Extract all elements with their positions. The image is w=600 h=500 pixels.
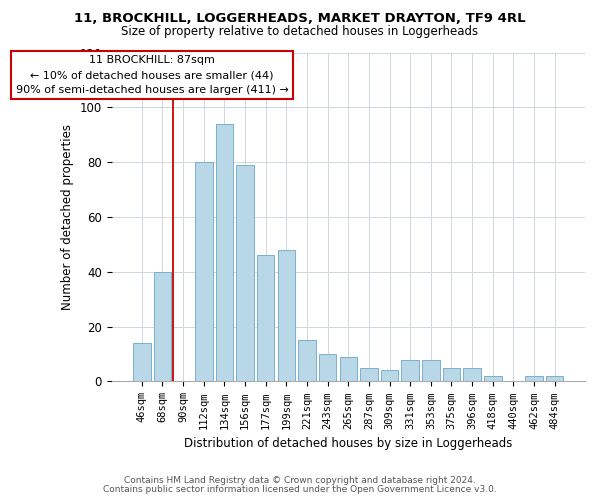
Bar <box>546 376 563 382</box>
Y-axis label: Number of detached properties: Number of detached properties <box>61 124 74 310</box>
Text: Contains public sector information licensed under the Open Government Licence v3: Contains public sector information licen… <box>103 484 497 494</box>
Text: 11 BROCKHILL: 87sqm
← 10% of detached houses are smaller (44)
90% of semi-detach: 11 BROCKHILL: 87sqm ← 10% of detached ho… <box>16 55 289 95</box>
Text: 11, BROCKHILL, LOGGERHEADS, MARKET DRAYTON, TF9 4RL: 11, BROCKHILL, LOGGERHEADS, MARKET DRAYT… <box>74 12 526 26</box>
Bar <box>133 343 151 382</box>
Bar <box>360 368 377 382</box>
Bar <box>195 162 212 382</box>
Bar <box>484 376 502 382</box>
Bar <box>525 376 543 382</box>
Bar <box>236 165 254 382</box>
Bar <box>463 368 481 382</box>
Bar <box>154 272 171 382</box>
X-axis label: Distribution of detached houses by size in Loggerheads: Distribution of detached houses by size … <box>184 437 512 450</box>
Bar <box>257 256 274 382</box>
Text: Size of property relative to detached houses in Loggerheads: Size of property relative to detached ho… <box>121 25 479 38</box>
Bar <box>381 370 398 382</box>
Bar <box>340 357 357 382</box>
Bar <box>278 250 295 382</box>
Text: Contains HM Land Registry data © Crown copyright and database right 2024.: Contains HM Land Registry data © Crown c… <box>124 476 476 485</box>
Bar <box>401 360 419 382</box>
Bar <box>319 354 337 382</box>
Bar <box>422 360 440 382</box>
Bar <box>443 368 460 382</box>
Bar <box>298 340 316 382</box>
Bar <box>215 124 233 382</box>
